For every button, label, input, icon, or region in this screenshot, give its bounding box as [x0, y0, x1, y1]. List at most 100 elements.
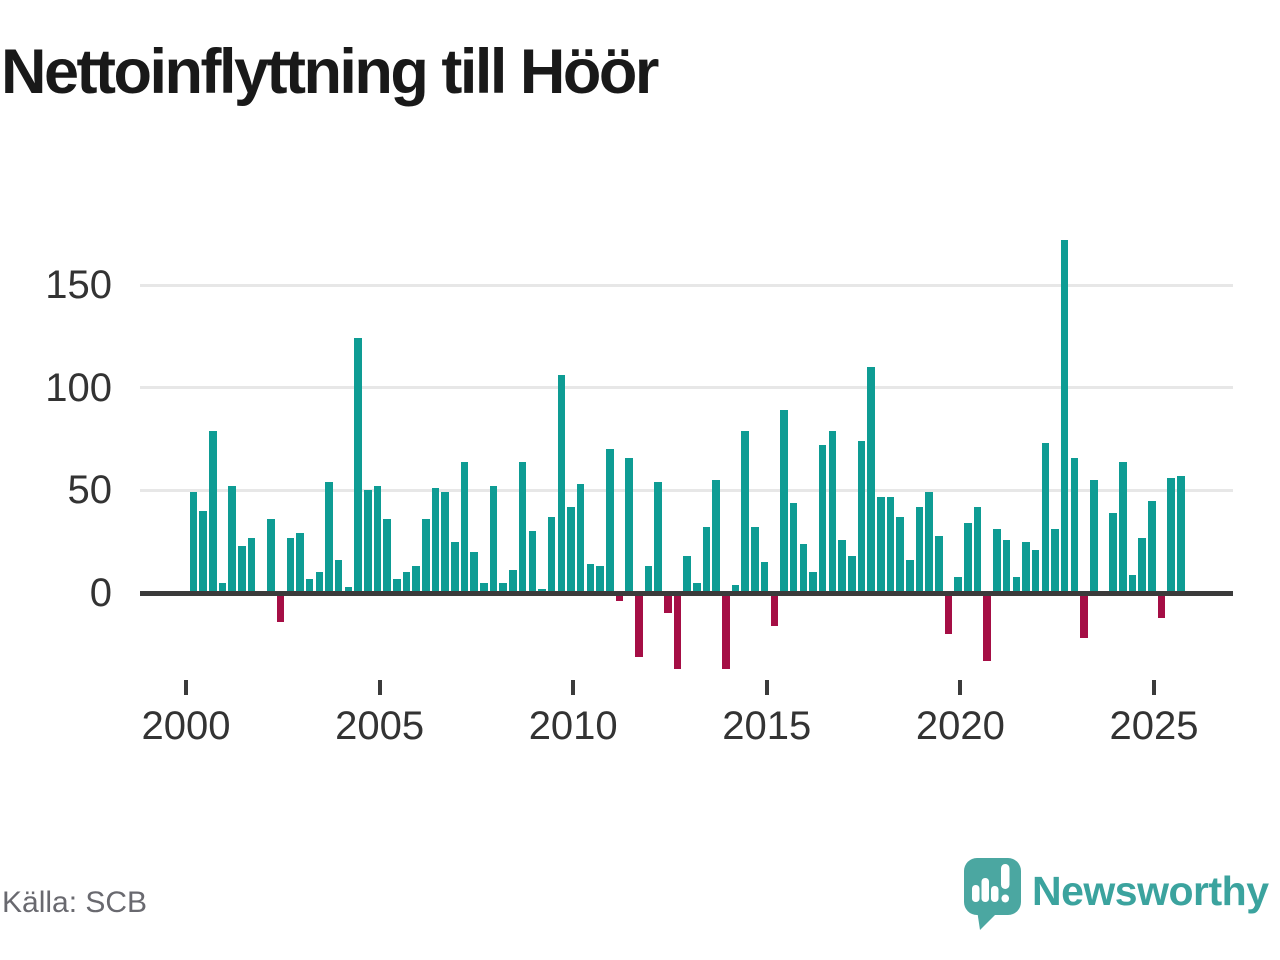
- bar-q74: [906, 560, 914, 593]
- bar-q32: [499, 582, 508, 593]
- bar-q34: [518, 461, 527, 593]
- x-axis-tick-label: 2005: [335, 704, 425, 748]
- x-axis-tick: [958, 680, 963, 695]
- bar-q68: [847, 556, 856, 593]
- bar-q8: [267, 519, 275, 593]
- gridline-y100: [140, 386, 1233, 390]
- bar-q11: [296, 533, 304, 593]
- newsworthy-wordmark: Newsworthy: [1032, 868, 1269, 914]
- bar-q21: [392, 578, 401, 593]
- bar-q63: [799, 543, 808, 593]
- bar-q95: [1109, 512, 1117, 593]
- bar-q91: [1070, 457, 1079, 593]
- bar-q87: [1031, 549, 1040, 593]
- bar-q30: [480, 582, 488, 593]
- bar-q88: [1041, 443, 1050, 593]
- bar-q69: [857, 441, 866, 593]
- bar-q57: [741, 430, 750, 593]
- bar-q65: [818, 445, 827, 593]
- bar-q40: [576, 484, 585, 593]
- bar-q89: [1051, 529, 1059, 593]
- y-axis-tick-label: 100: [45, 365, 112, 410]
- bar-q55: [722, 595, 730, 669]
- bar-q97: [1128, 574, 1137, 593]
- bar-q45: [625, 457, 633, 593]
- y-axis-tick-label: 0: [89, 571, 112, 615]
- bar-q29: [470, 551, 478, 593]
- bar-q82: [983, 595, 992, 661]
- newsworthy-brand: Newsworthy: [962, 856, 1274, 940]
- bar-q22: [402, 572, 411, 593]
- y-axis-tick-label: 50: [67, 468, 113, 513]
- x-axis-tick-label: 2020: [915, 704, 1005, 748]
- bar-q15: [334, 560, 343, 593]
- bar-q23: [412, 566, 420, 593]
- bar-q84: [1002, 539, 1011, 593]
- bar-q25: [431, 488, 440, 593]
- bar-q44: [615, 595, 624, 602]
- bar-q56: [731, 584, 740, 593]
- x-axis-tick-label: 2025: [1109, 704, 1199, 748]
- bar-q20: [383, 519, 391, 593]
- bar-q27: [451, 541, 459, 593]
- x-axis-tick: [184, 680, 188, 695]
- bar-q85: [1012, 576, 1021, 593]
- gridline-y150: [140, 283, 1233, 287]
- bar-q35: [528, 531, 537, 593]
- bar-q6: [247, 537, 256, 593]
- bar-q102: [1177, 475, 1185, 593]
- bar-q12: [305, 578, 314, 593]
- chart-title: Nettoinflyttning till Höör: [1, 37, 659, 107]
- bar-q98: [1138, 537, 1146, 593]
- bar-q67: [838, 539, 846, 593]
- bar-q4: [228, 486, 236, 593]
- bar-q60: [770, 595, 779, 626]
- bar-q61: [780, 410, 788, 593]
- bar-q26: [441, 492, 449, 593]
- bar-q81: [973, 506, 982, 593]
- bar-q86: [1022, 541, 1030, 593]
- bar-q10: [286, 537, 295, 593]
- bar-q47: [644, 566, 653, 593]
- x-axis-tick: [377, 680, 382, 695]
- bar-q43: [605, 449, 614, 593]
- bar-q24: [422, 519, 430, 593]
- bar-q16: [344, 586, 353, 593]
- bar-q62: [789, 502, 798, 593]
- bar-q38: [557, 375, 566, 593]
- bar-q13: [315, 572, 324, 593]
- newsworthy-logo-icon: [964, 858, 1021, 930]
- bar-q52: [693, 582, 701, 593]
- bar-q49: [664, 595, 672, 614]
- bar-q92: [1080, 595, 1088, 639]
- x-axis-tick: [571, 680, 576, 695]
- bar-q17: [354, 338, 362, 593]
- bar-q0: [189, 492, 198, 593]
- bar-q1: [199, 510, 207, 593]
- bar-q76: [925, 492, 933, 593]
- bar-q77: [935, 535, 943, 593]
- bar-q42: [596, 566, 604, 593]
- bar-q36: [538, 588, 546, 593]
- bar-q100: [1157, 595, 1166, 618]
- bar-q14: [325, 482, 333, 593]
- bar-q19: [373, 486, 382, 593]
- x-axis-tick-label: 2000: [141, 704, 231, 748]
- bar-q3: [218, 582, 227, 593]
- bar-q9: [276, 595, 285, 622]
- bar-q71: [876, 496, 885, 593]
- bar-q99: [1148, 500, 1156, 593]
- bar-q66: [828, 430, 837, 593]
- x-axis-tick-label: 2015: [722, 704, 812, 748]
- bar-q37: [547, 517, 556, 593]
- bar-q96: [1118, 461, 1127, 593]
- bar-q78: [944, 595, 953, 634]
- bar-q80: [964, 523, 972, 593]
- bar-q2: [209, 430, 217, 593]
- bar-q48: [654, 482, 662, 593]
- y-axis-tick-label: 150: [45, 263, 112, 308]
- bar-q50: [673, 595, 682, 669]
- bar-q18: [363, 490, 372, 593]
- bar-q73: [896, 517, 904, 593]
- bar-q28: [460, 461, 469, 593]
